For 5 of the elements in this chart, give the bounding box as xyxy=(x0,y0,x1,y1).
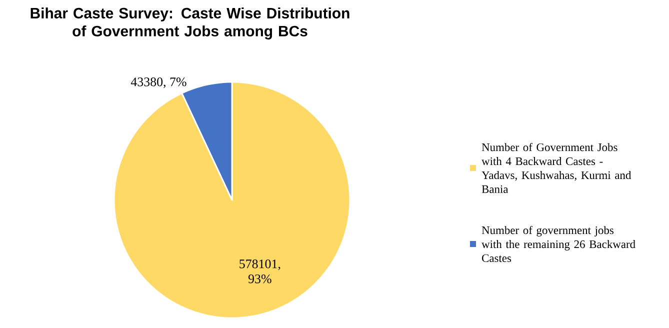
chart-title: Bihar Caste Survey: Caste Wise Distribution of Government Jobs among BCs xyxy=(30,8,350,40)
legend-label: Number of Government Jobs with 4 Backward Castes - Yadavs, Kushwahas, Kurmi and Bania xyxy=(482,142,632,194)
data-label: 43380, 7% xyxy=(130,78,186,88)
data-label: 578101, 93% xyxy=(240,260,280,284)
legend-label: Number of government jobs with the remaining 26 Backward Castes xyxy=(482,226,636,262)
